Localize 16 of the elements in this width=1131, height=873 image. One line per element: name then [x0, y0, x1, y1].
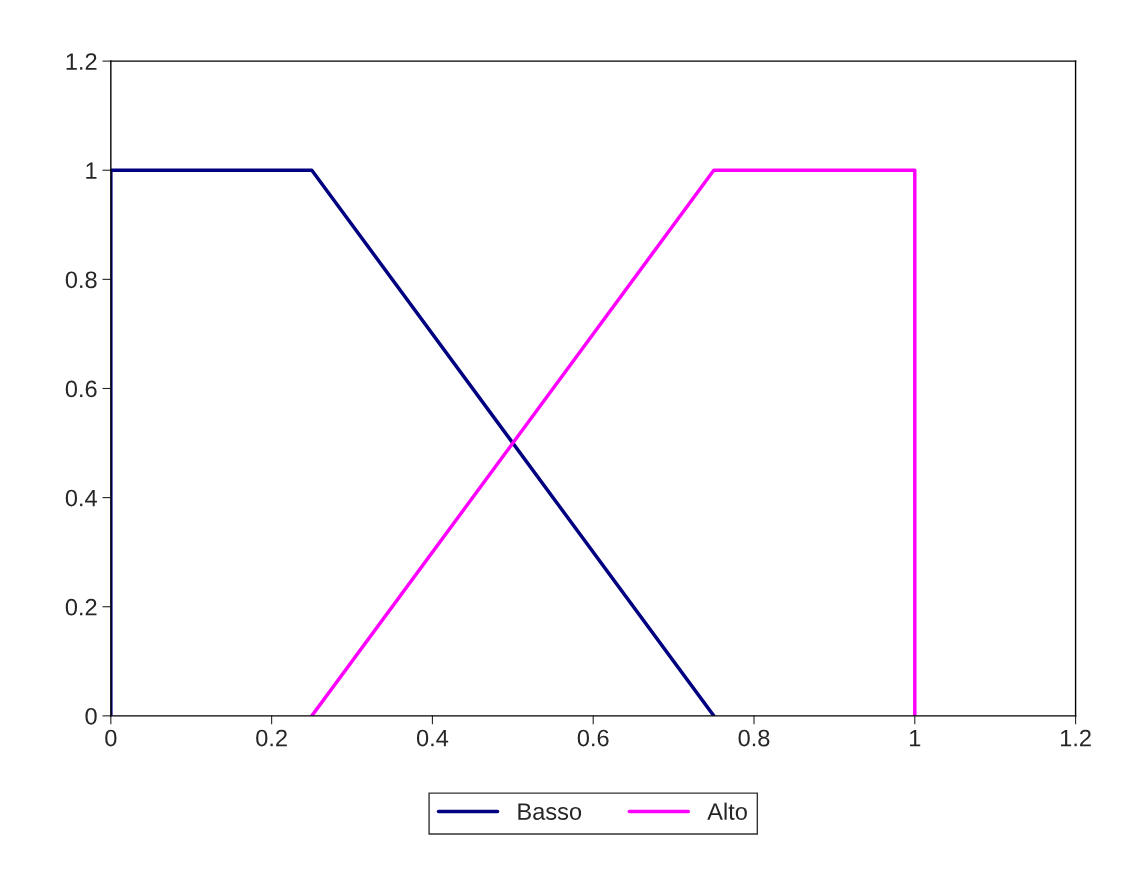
x-tick-label: 1: [910, 729, 921, 747]
y-tick-label: 0.6: [65, 380, 97, 398]
x-tick-label: 1.2: [1060, 729, 1091, 747]
y-tick-label: 1: [86, 162, 97, 179]
x-tick-label: 0.2: [256, 729, 287, 747]
x-tick-label: 0.4: [416, 729, 449, 747]
y-tick-label: 0.8: [65, 271, 97, 289]
y-tick-label: 0.4: [65, 489, 97, 507]
y-tick-label: 0: [85, 707, 97, 725]
y-tick-label: 1.2: [66, 53, 97, 70]
x-tick-label: 0.8: [738, 729, 770, 747]
x-tick-label: 0.6: [577, 729, 609, 747]
legend-label: Alto: [707, 802, 747, 820]
x-tick-label: 0: [105, 729, 117, 747]
y-tick-label: 0.2: [65, 598, 97, 616]
legend-label: Basso: [518, 803, 582, 820]
